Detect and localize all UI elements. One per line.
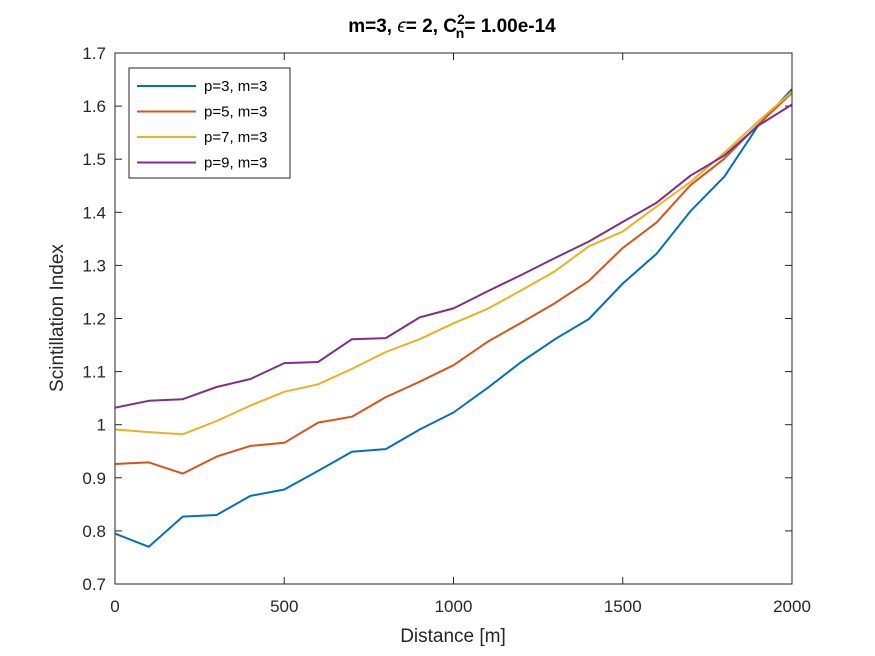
series-line-3 (114, 91, 793, 436)
legend-label: p=7, m=3 (204, 129, 267, 146)
y-tick-label: 0.7 (82, 575, 106, 594)
chart-title: m=3, ϵ= 2, C2 n= 1.00e-14 (348, 11, 556, 41)
x-tick-label: 2000 (773, 597, 811, 616)
x-tick-label: 500 (270, 597, 298, 616)
legend: p=3, m=3 p=5, m=3 p=7, m=3 p=9, m=3 (128, 67, 291, 179)
legend-label: p=9, m=3 (204, 155, 267, 172)
x-tick-label: 1000 (435, 597, 473, 616)
x-tick-label: 1500 (604, 597, 642, 616)
y-tick-label: 1.1 (82, 363, 106, 382)
series-line-4 (114, 103, 793, 409)
series-line-2 (114, 92, 793, 475)
y-tick-label: 0.8 (82, 522, 106, 541)
y-tick-label: 1 (97, 416, 106, 435)
series-layer (114, 88, 793, 548)
legend-label: p=5, m=3 (204, 104, 267, 121)
series-line-1 (114, 88, 793, 548)
legend-label: p=3, m=3 (204, 78, 267, 95)
legend-entries: p=3, m=3 p=5, m=3 p=7, m=3 p=9, m=3 (137, 78, 267, 172)
y-tick-label: 1.4 (82, 203, 106, 222)
y-tick-label: 0.9 (82, 469, 106, 488)
y-axis-label: Scintillation Index (47, 244, 68, 392)
x-tick-label: 0 (110, 597, 119, 616)
tick-labels-layer: 0 500 1000 1500 2000 0.7 0.8 0.9 1 1.1 1.2 1.3 1.4 1.… (82, 44, 811, 616)
x-axis-label: Distance [m] (400, 626, 506, 647)
y-tick-label: 1.7 (82, 44, 106, 63)
y-tick-label: 1.3 (82, 256, 106, 275)
y-tick-label: 1.2 (82, 310, 106, 329)
axes-box (114, 52, 793, 585)
y-tick-label: 1.6 (82, 97, 106, 116)
y-tick-label: 1.5 (82, 150, 106, 169)
